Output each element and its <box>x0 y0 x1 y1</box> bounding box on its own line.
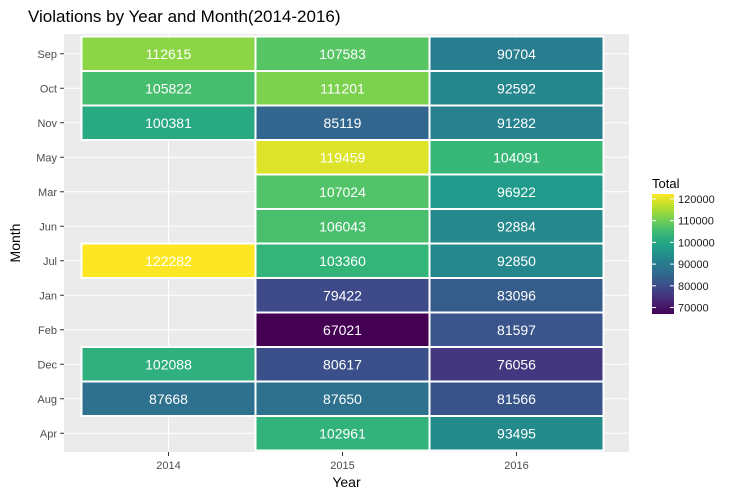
cell-value-label: 80617 <box>323 356 362 372</box>
heatmap-cell <box>254 415 431 452</box>
cell-value-label: 85119 <box>324 115 362 131</box>
cell-value-label: 122282 <box>145 253 192 269</box>
heatmap-cell <box>80 242 257 279</box>
cell-value-label: 96922 <box>497 184 536 200</box>
heatmap-cell <box>80 346 257 383</box>
y-tick-label: Jul <box>43 256 57 268</box>
heatmap-cell <box>428 208 605 245</box>
cell-value-label: 111201 <box>320 80 365 96</box>
y-tick-label: Oct <box>40 83 57 95</box>
cell-value-label: 76056 <box>497 356 536 372</box>
heatmap-cell <box>80 380 257 417</box>
legend-tick-label: 100000 <box>678 237 715 249</box>
heatmap-cell <box>254 380 431 417</box>
heatmap-cell <box>254 35 431 72</box>
x-tick-label: 2014 <box>156 460 180 472</box>
cell-value-label: 107583 <box>319 46 366 62</box>
heatmap-cell <box>428 173 605 210</box>
cell-value-label: 87650 <box>323 391 362 407</box>
cell-value-label: 119459 <box>320 149 366 165</box>
cell-value-label: 103360 <box>319 253 366 269</box>
x-tick-label: 2016 <box>504 460 528 472</box>
legend-tick-label: 90000 <box>678 259 709 271</box>
y-tick-label: Nov <box>37 118 57 130</box>
x-axis-title: Year <box>332 474 361 490</box>
heatmap-cell <box>428 415 605 452</box>
legend-colorbar <box>652 194 674 314</box>
cell-value-label: 92884 <box>497 218 536 234</box>
y-tick-label: Jun <box>39 221 57 233</box>
legend-title: Total <box>652 176 680 191</box>
y-tick-label: Feb <box>38 325 57 337</box>
heatmap-cell <box>80 70 257 107</box>
heatmap-cell <box>428 139 605 176</box>
cell-value-label: 79422 <box>323 287 362 303</box>
cell-value-label: 112615 <box>146 46 192 62</box>
cell-value-label: 104091 <box>493 149 540 165</box>
cell-value-label: 102961 <box>319 425 366 441</box>
color-legend: Total 120000 110000 100000 90000 80000 70000 <box>652 176 715 315</box>
legend-tick-label: 80000 <box>678 281 709 293</box>
heatmap-cell <box>254 104 431 141</box>
legend-tick-label: 120000 <box>678 194 715 206</box>
x-tick-label: 2015 <box>330 460 354 472</box>
cell-value-label: 81597 <box>497 322 536 338</box>
y-tick-label: May <box>36 152 57 164</box>
legend-tick-label: 70000 <box>678 303 709 315</box>
cell-value-label: 92592 <box>497 80 536 96</box>
cell-value-label: 92850 <box>497 253 536 269</box>
x-axis: 2014 2015 2016 <box>156 452 529 472</box>
y-tick-label: Dec <box>37 359 57 371</box>
cell-value-label: 105822 <box>145 80 192 96</box>
heatmap-cell <box>428 35 605 72</box>
heatmap-cell <box>254 242 431 279</box>
heatmap-cell <box>254 173 431 210</box>
cell-value-label: 81566 <box>497 391 536 407</box>
y-tick-label: Mar <box>38 187 57 199</box>
heatmap-cell <box>254 277 431 314</box>
heatmap-cell <box>428 346 605 383</box>
y-tick-label: Aug <box>37 394 57 406</box>
cell-value-label: 67021 <box>323 322 362 338</box>
cell-labels: 112615 107583 90704 105822 111201 92592 100381… <box>145 46 540 442</box>
cell-value-label: 93495 <box>497 425 536 441</box>
cell-value-label: 100381 <box>145 115 192 131</box>
y-axis-title: Month <box>7 224 23 263</box>
cell-value-label: 83096 <box>497 287 536 303</box>
cell-value-label: 107024 <box>319 184 366 200</box>
heatmap-cell <box>428 104 605 141</box>
cell-value-label: 90704 <box>497 46 536 62</box>
cell-value-label: 102088 <box>145 356 192 372</box>
chart-title: Violations by Year and Month(2014-2016) <box>28 7 341 26</box>
cell-value-label: 106043 <box>319 218 366 234</box>
heatmap-cell <box>428 242 605 279</box>
heatmap-cell <box>254 139 431 176</box>
heatmap-cell <box>428 70 605 107</box>
heatmap-cell <box>428 311 605 348</box>
legend-tick-label: 110000 <box>678 216 714 228</box>
y-tick-label: Apr <box>40 428 57 440</box>
y-tick-label: Sep <box>37 49 57 61</box>
cell-value-label: 87668 <box>149 391 188 407</box>
y-axis: Sep Oct Nov May Mar Jun Jul Jan Feb Dec Aug Apr <box>36 49 64 440</box>
y-tick-label: Jan <box>39 290 57 302</box>
heatmap-cells <box>80 35 605 452</box>
cell-value-label: 91282 <box>497 115 536 131</box>
